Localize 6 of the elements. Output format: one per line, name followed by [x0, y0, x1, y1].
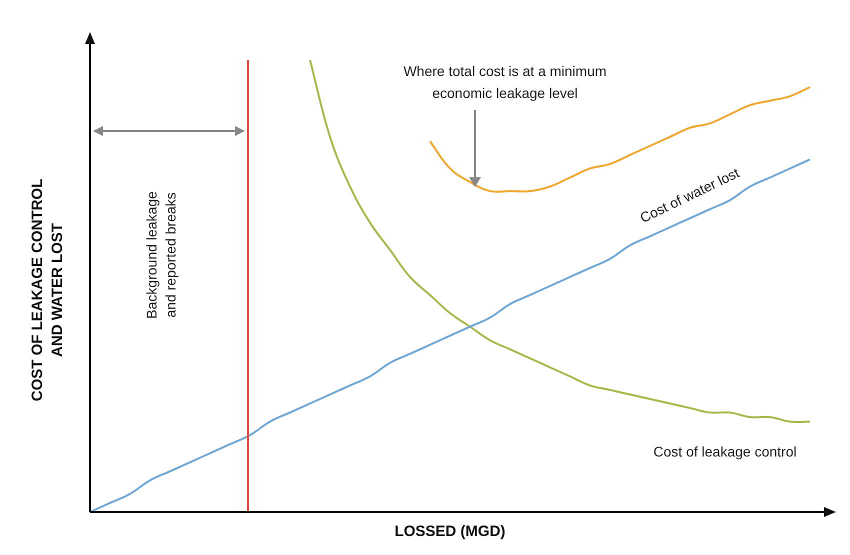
annotation: Where total cost is at a minimum economic leakage level	[403, 62, 607, 101]
annotation: Background leakage and reported breaks	[143, 190, 178, 319]
x-axis-title: LOSSED (MGD)	[394, 523, 506, 540]
y-axis-title: COST OF LEAKAGE CONTROL AND WATER LOST	[29, 178, 66, 402]
series-label: Cost of leakage control	[653, 443, 797, 460]
text: Cost of water lost	[637, 164, 742, 226]
